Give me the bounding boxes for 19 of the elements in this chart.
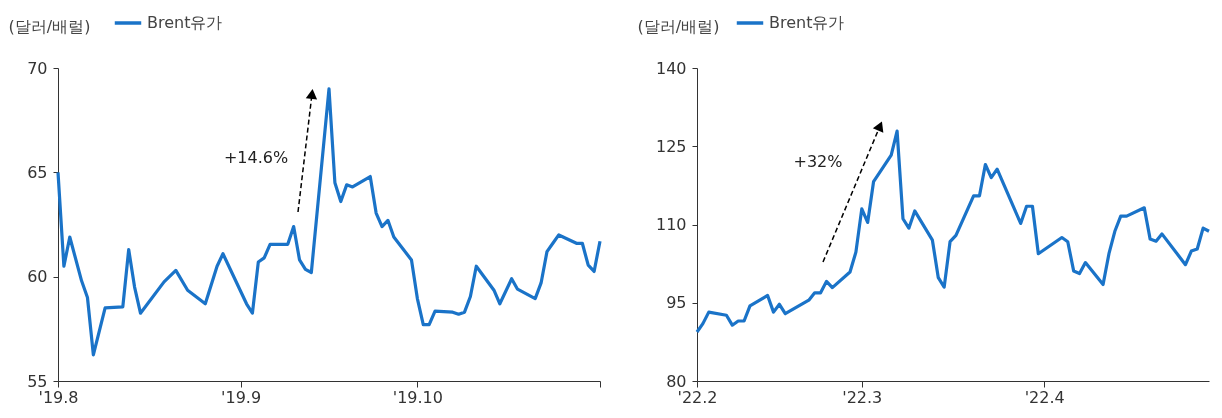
line-series [695,129,1211,334]
annotation: +14.6% [223,148,289,167]
y-tick-label: 65 [27,162,48,182]
y-tick-label: 70 [27,58,48,78]
y-tick-label: 60 [27,267,48,287]
y-axis-title: (달러/배럴) [8,16,91,36]
x-tick-label: '19.9 [221,387,262,407]
y-tick-label: 125 [655,136,687,156]
y-axis-title: (달러/배럴) [637,16,720,36]
y-tick-label: 110 [655,215,687,234]
x-tick-label: '19.10 [392,387,443,407]
annotation: +32% [793,152,843,171]
legend-label: Brent유가 [769,13,845,32]
legend-label: Brent유가 [147,13,223,32]
x-tick-label: '22.3 [842,387,883,407]
y-tick-label: 140 [655,58,687,78]
line-series [56,87,602,357]
x-tick-label: '22.4 [1024,387,1065,407]
y-tick-label: 95 [666,293,687,313]
